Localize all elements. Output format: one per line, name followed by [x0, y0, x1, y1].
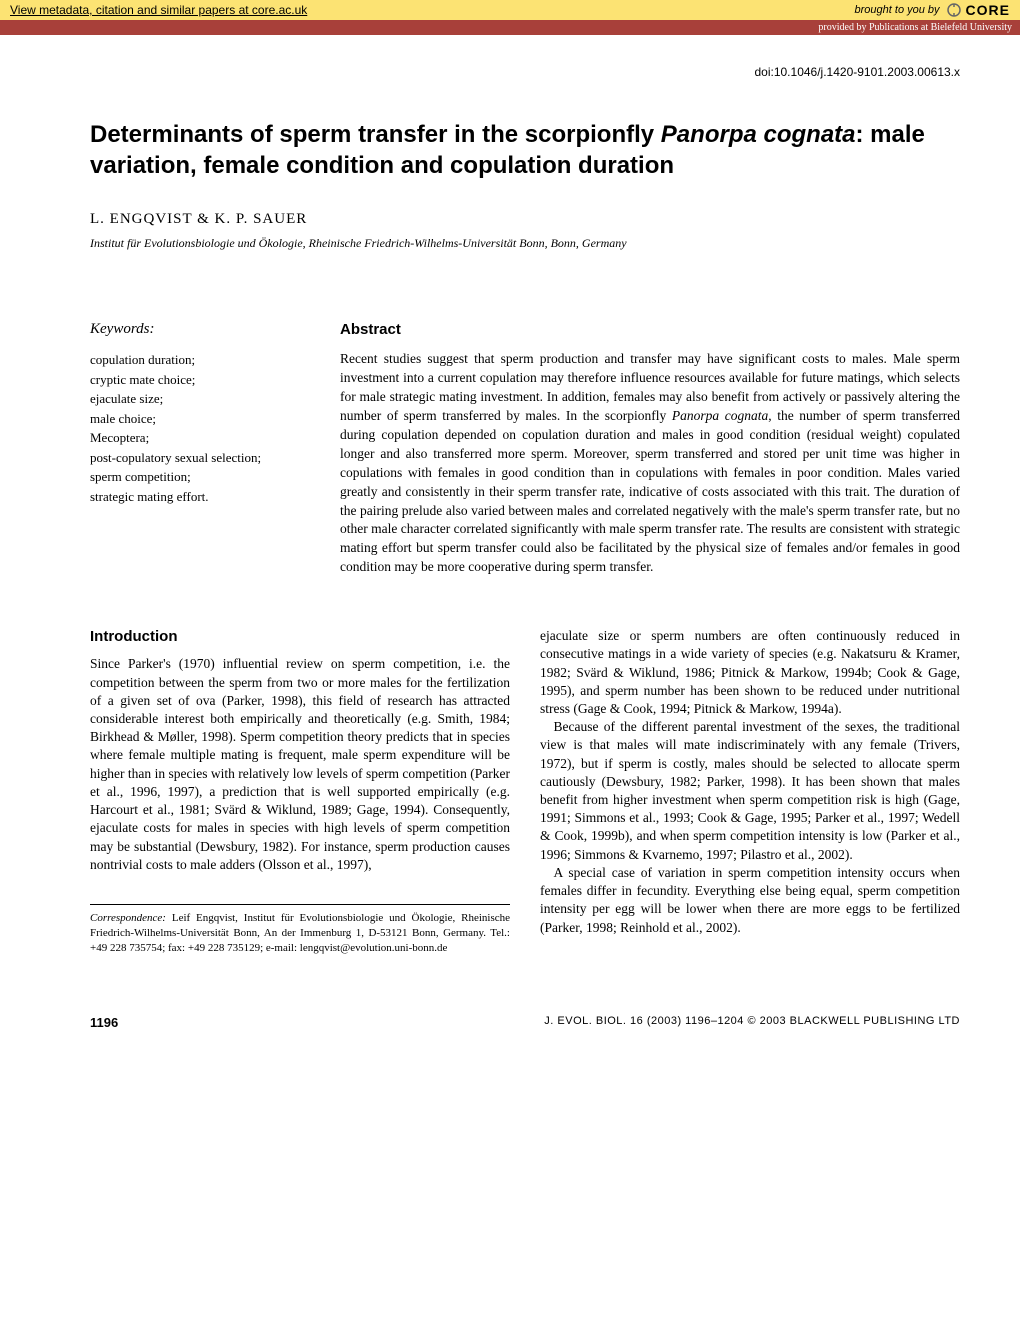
intro-paragraph-2: ejaculate size or sperm numbers are ofte… [540, 627, 960, 718]
intro-paragraph-1: Since Parker's (1970) influential review… [90, 655, 510, 874]
core-icon [946, 2, 962, 18]
doi: doi:10.1046/j.1420-9101.2003.00613.x [90, 65, 960, 79]
affiliation: Institut für Evolutionsbiologie und Ökol… [90, 236, 960, 251]
correspondence-label: Correspondence: [90, 912, 166, 924]
article-title: Determinants of sperm transfer in the sc… [90, 119, 960, 181]
metadata-link[interactable]: View metadata, citation and similar pape… [10, 3, 307, 17]
page-footer: 1196 J. EVOL. BIOL. 16 (2003) 1196–1204 … [0, 995, 1020, 1050]
provided-by-bar: provided by Publications at Bielefeld Un… [0, 20, 1020, 35]
authors: L. ENGQVIST & K. P. SAUER [90, 211, 960, 228]
abstract-text: Recent studies suggest that sperm produc… [340, 350, 960, 577]
keywords-section: Keywords: copulation duration; cryptic m… [90, 321, 290, 577]
keywords-heading: Keywords: [90, 321, 290, 338]
body-columns: Introduction Since Parker's (1970) influ… [90, 627, 960, 955]
journal-citation: J. EVOL. BIOL. 16 (2003) 1196–1204 © 200… [544, 1015, 960, 1030]
intro-paragraph-4: A special case of variation in sperm com… [540, 864, 960, 937]
brought-by-label: brought to you by [855, 4, 940, 16]
keywords-list: copulation duration; cryptic mate choice… [90, 350, 290, 506]
correspondence: Correspondence: Leif Engqvist, Institut … [90, 904, 510, 956]
left-column: Introduction Since Parker's (1970) influ… [90, 627, 510, 955]
core-logo[interactable]: CORE [946, 2, 1010, 18]
right-column: ejaculate size or sperm numbers are ofte… [540, 627, 960, 955]
core-banner: View metadata, citation and similar pape… [0, 0, 1020, 20]
abstract-section: Abstract Recent studies suggest that spe… [340, 321, 960, 577]
abstract-heading: Abstract [340, 321, 960, 338]
core-label: CORE [966, 2, 1010, 18]
introduction-heading: Introduction [90, 627, 510, 647]
intro-paragraph-3: Because of the different parental invest… [540, 718, 960, 864]
page-number: 1196 [90, 1015, 118, 1030]
core-branding: brought to you by CORE [855, 2, 1010, 18]
